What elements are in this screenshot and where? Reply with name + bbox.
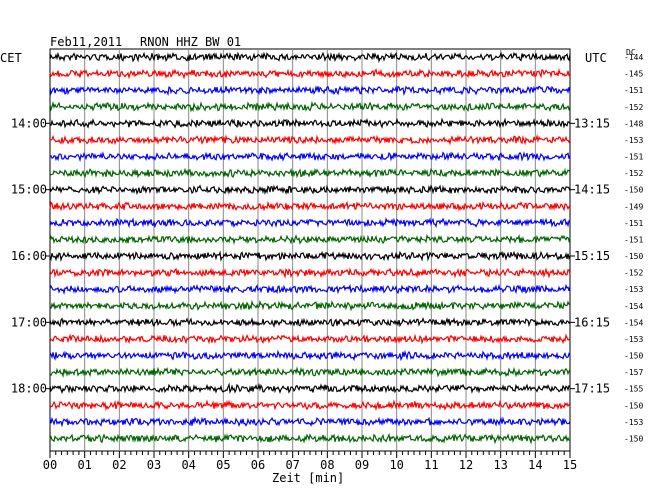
trace-line: [49, 233, 571, 246]
dc-value: -145: [624, 70, 643, 79]
trace-line: [49, 283, 571, 296]
dc-value: -152: [624, 269, 643, 278]
dc-value: -144: [624, 53, 643, 62]
dc-value: -154: [624, 318, 643, 327]
dc-value: -150: [624, 434, 643, 443]
dc-value: -150: [624, 352, 643, 361]
x-tick-label: 07: [285, 458, 299, 472]
dc-value: -153: [624, 136, 643, 145]
trace-line: [49, 151, 571, 163]
trace-line: [49, 299, 571, 312]
trace-line: [49, 432, 571, 445]
trace-line: [49, 67, 571, 80]
trace-line: [49, 167, 571, 179]
dc-value: -151: [624, 86, 643, 95]
x-axis-label: Zeit [min]: [272, 471, 345, 485]
dc-value: -148: [624, 119, 643, 128]
trace-line: [49, 333, 571, 345]
dc-label: DC: [626, 48, 636, 57]
right-time-label: 14:15: [574, 183, 610, 197]
x-tick-label: 13: [493, 458, 507, 472]
left-time-label: 15:00: [11, 183, 47, 197]
dc-value: -150: [624, 401, 643, 410]
trace-line: [49, 100, 571, 113]
utc-label: UTC: [585, 51, 607, 65]
left-time-label: 17:00: [11, 315, 47, 329]
dc-value: -150: [624, 252, 643, 261]
x-tick-label: 08: [320, 458, 334, 472]
cet-label: CET: [0, 51, 22, 65]
right-time-label: 15:15: [574, 249, 610, 263]
right-time-label: 16:15: [574, 315, 610, 329]
trace-line: [49, 349, 571, 362]
x-tick-label: 11: [424, 458, 438, 472]
x-tick-label: 06: [251, 458, 265, 472]
trace-line: [49, 117, 571, 129]
x-tick-label: 12: [459, 458, 473, 472]
trace-line: [50, 133, 571, 146]
x-tick-label: 01: [77, 458, 91, 472]
trace-line: [49, 415, 571, 428]
x-tick-label: 02: [112, 458, 126, 472]
left-time-label: 16:00: [11, 249, 47, 263]
x-tick-label: 04: [181, 458, 195, 472]
left-time-label: 14:00: [11, 116, 47, 130]
x-tick-label: 00: [43, 458, 57, 472]
dc-value: -153: [624, 335, 643, 344]
trace-line: [49, 366, 571, 379]
trace-line: [49, 216, 571, 229]
dc-value: -152: [624, 169, 643, 178]
dc-value: -149: [624, 202, 643, 211]
trace-line: [49, 200, 571, 212]
dc-value: -151: [624, 153, 643, 162]
trace-line: [49, 399, 571, 412]
trace-line: [49, 266, 571, 279]
trace-line: [49, 382, 571, 395]
dc-value: -157: [624, 368, 643, 377]
dc-value: -151: [624, 219, 643, 228]
date-label: Feb11,2011: [50, 35, 123, 49]
trace-line: [49, 316, 571, 328]
x-tick-label: 09: [355, 458, 369, 472]
x-tick-label: 05: [216, 458, 230, 472]
x-tick-label: 14: [528, 458, 542, 472]
dc-value: -151: [624, 235, 643, 244]
right-time-label: 17:15: [574, 382, 610, 396]
dc-value: -155: [624, 385, 643, 394]
dc-value: -150: [624, 186, 643, 195]
trace-line: [49, 84, 571, 97]
dc-value: -152: [624, 103, 643, 112]
station-label: RNON HHZ BW 01: [140, 35, 242, 49]
dc-value: -154: [624, 302, 643, 311]
x-tick-label: 10: [389, 458, 403, 472]
left-time-label: 18:00: [11, 382, 47, 396]
trace-line: [49, 184, 571, 196]
dc-value: -153: [624, 285, 643, 294]
x-tick-label: 15: [563, 458, 577, 472]
right-time-label: 13:15: [574, 116, 610, 130]
dc-value: -153: [624, 418, 643, 427]
trace-line: [49, 250, 571, 263]
x-tick-label: 03: [147, 458, 161, 472]
trace-line: [49, 51, 571, 64]
